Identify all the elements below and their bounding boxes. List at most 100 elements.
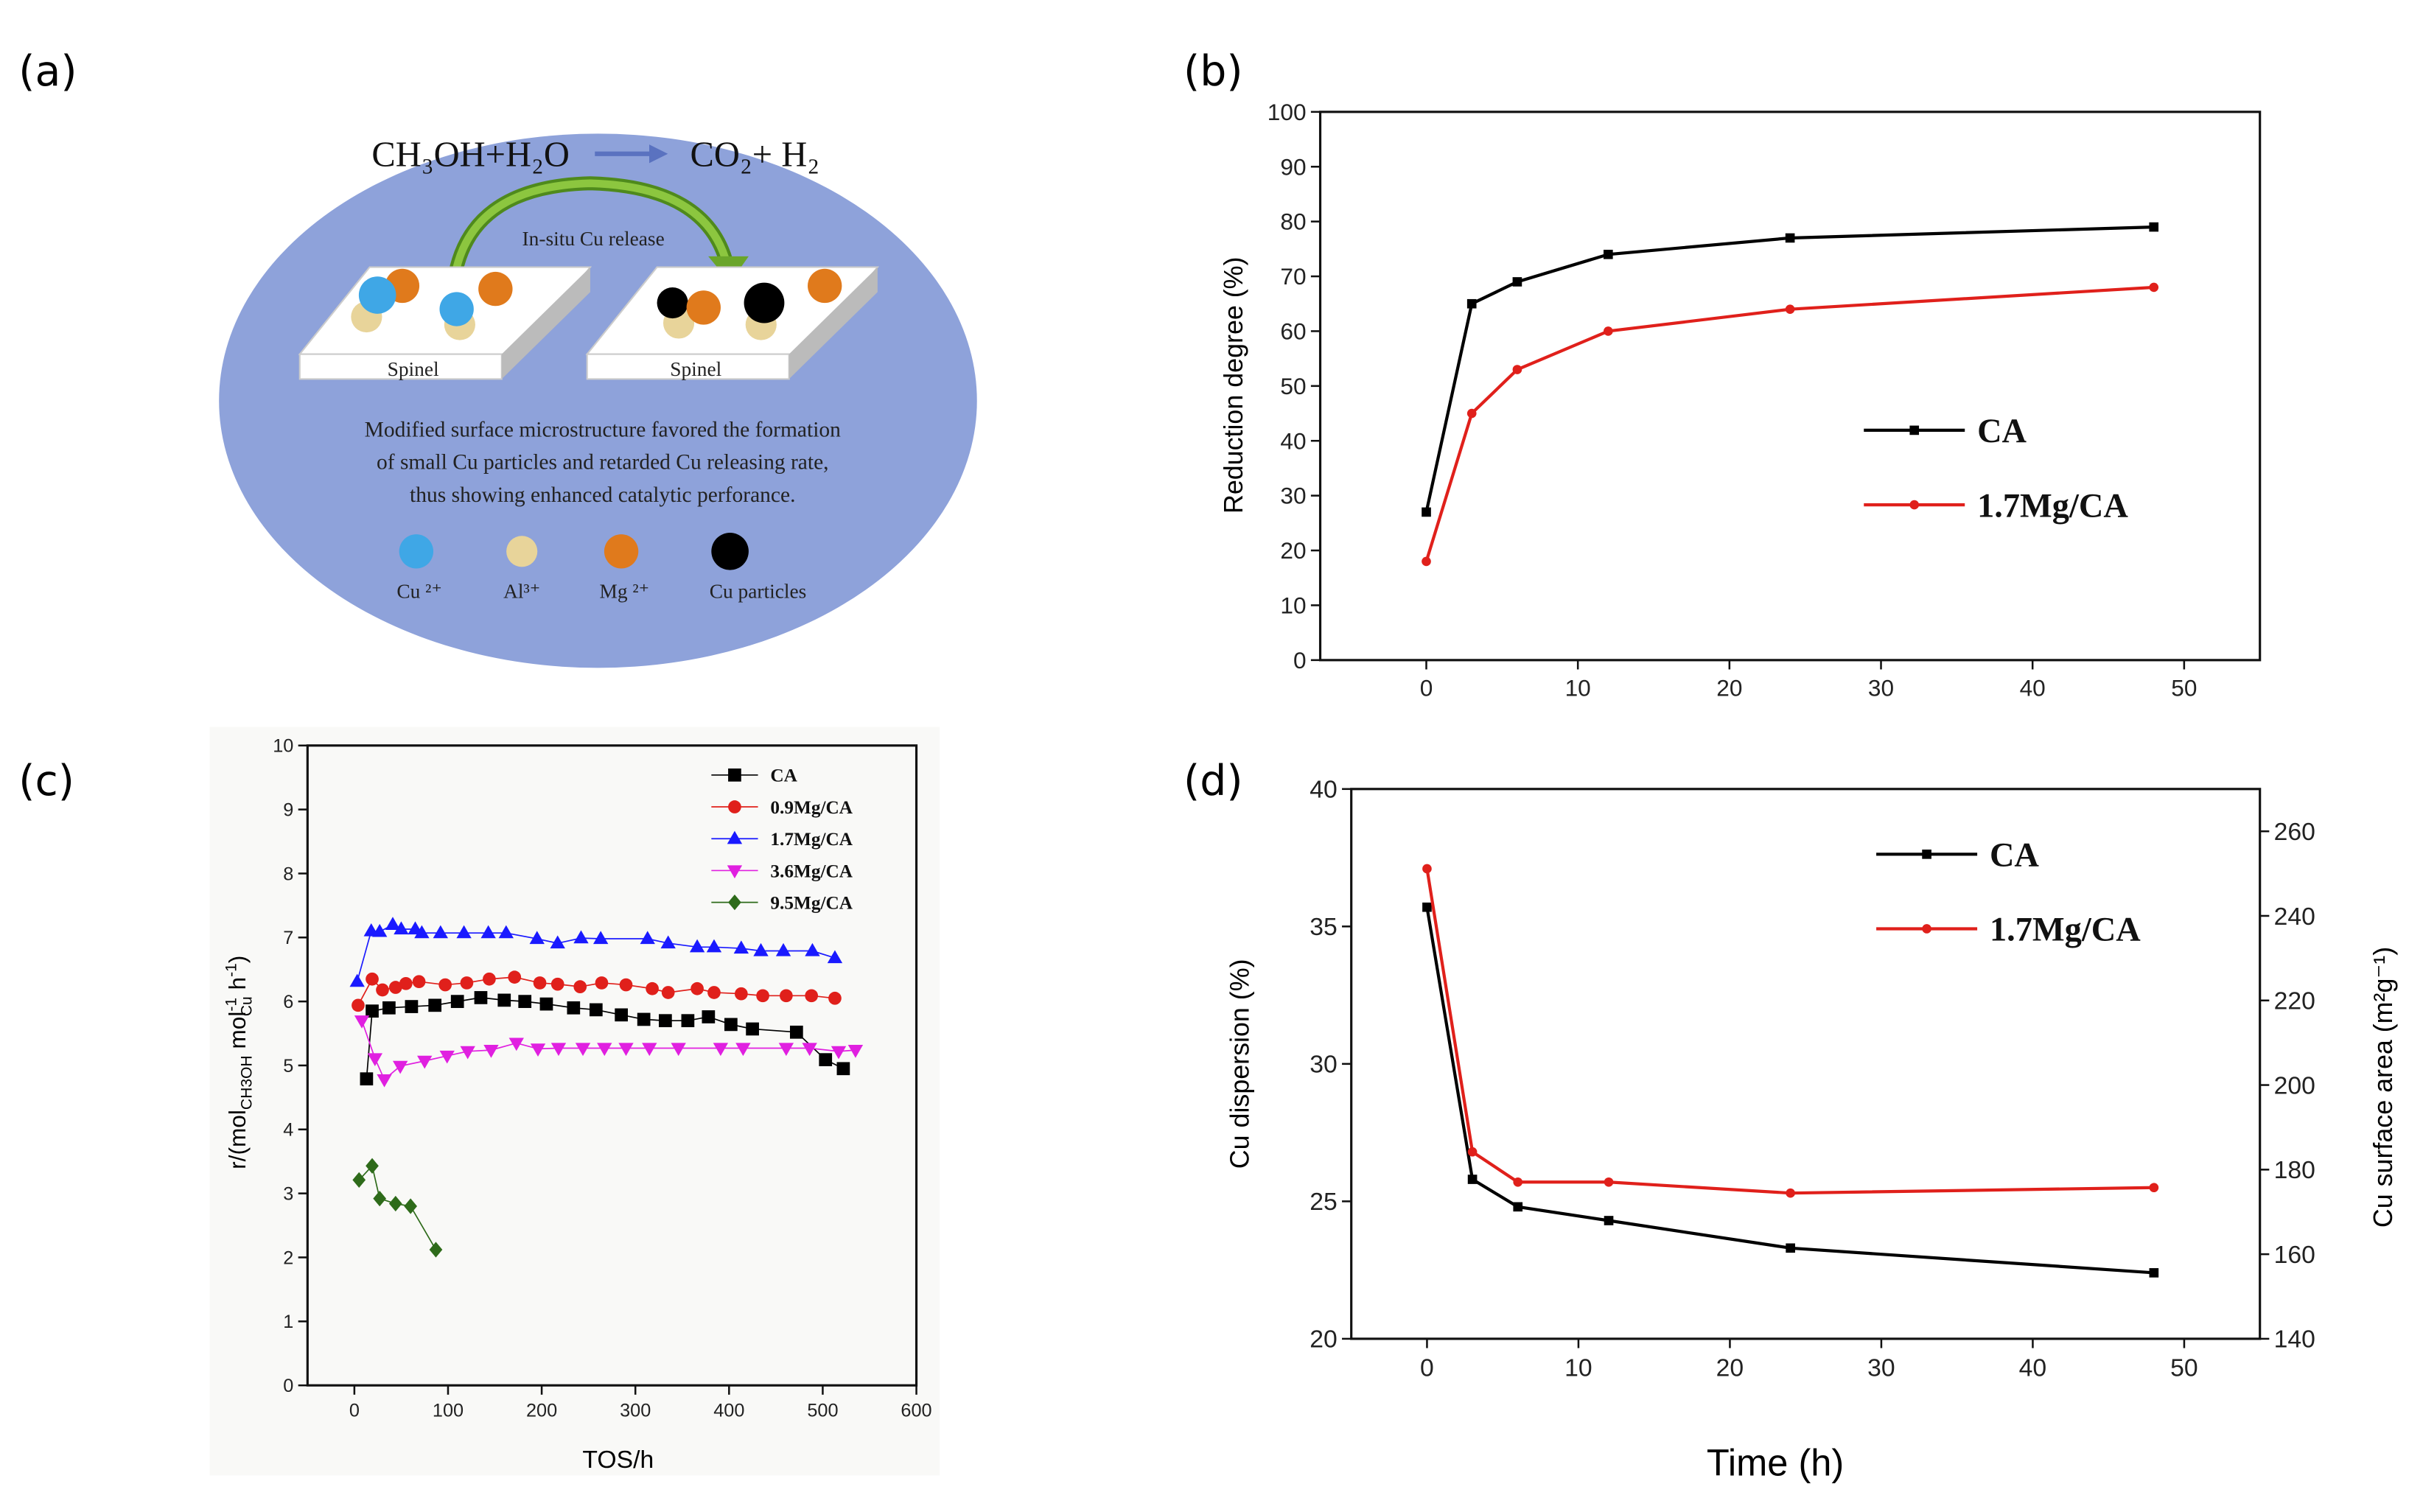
- y-tick-label: 2: [283, 1247, 293, 1268]
- data-point: [778, 1043, 794, 1057]
- x-tick-label: 100: [433, 1400, 464, 1421]
- data-point: [529, 931, 545, 945]
- diagram-background: [219, 133, 977, 668]
- data-point: [530, 1043, 546, 1057]
- legend-label: Cu particles: [710, 581, 807, 603]
- label-part: Cu: [238, 996, 255, 1016]
- cu-particle-icon: [711, 533, 749, 570]
- legend-label: Cu ²⁺: [396, 581, 441, 603]
- spinel-slab-right: Spinel: [585, 266, 880, 380]
- data-point: [352, 998, 365, 1012]
- data-point: [1422, 864, 1432, 874]
- y-right-tick-label: 180: [2274, 1156, 2315, 1184]
- data-point: [376, 983, 389, 997]
- data-point: [533, 976, 547, 990]
- x-axis-label: Time (h): [1707, 1441, 1844, 1483]
- y-axis-label: Reduction degree (%): [1219, 257, 1248, 514]
- y-right-tick-label: 240: [2274, 903, 2315, 931]
- slab-label: Spinel: [670, 358, 721, 380]
- data-point: [646, 981, 659, 995]
- y-tick-label: 0: [283, 1376, 293, 1396]
- x-axis-label: TOS/h: [582, 1446, 654, 1474]
- data-point: [615, 1008, 628, 1022]
- y-tick-label: 30: [1280, 483, 1306, 509]
- chart-reduction-degree: 0 10 20 30 40 50 0 10 20 30 40 50 60 70 80 90 100 CA 1.7Mg…: [1268, 99, 2262, 701]
- data-point: [2149, 222, 2159, 232]
- data-point: [775, 942, 791, 956]
- data-point: [1466, 408, 1477, 419]
- data-point: [1467, 1175, 1478, 1184]
- data-point: [460, 1046, 475, 1060]
- y-tick-label: 6: [283, 992, 293, 1012]
- data-point: [550, 1043, 567, 1057]
- legend-marker: [727, 830, 743, 844]
- y-tick-label: 20: [1310, 1326, 1338, 1354]
- x-tick-label: 0: [1420, 674, 1433, 701]
- data-point: [1466, 298, 1477, 309]
- data-point: [550, 935, 565, 949]
- label-part: -1: [223, 963, 239, 977]
- data-point: [550, 977, 564, 991]
- data-point: [428, 998, 442, 1012]
- data-point: [497, 993, 511, 1007]
- data-point: [439, 1050, 455, 1064]
- y-tick-label: 70: [1280, 263, 1306, 290]
- x-tick-label: 500: [807, 1400, 838, 1421]
- data-point: [789, 1025, 803, 1039]
- data-point: [573, 980, 587, 994]
- y-tick-label: 35: [1310, 913, 1338, 941]
- data-point: [746, 1022, 759, 1036]
- data-point: [360, 1072, 374, 1086]
- y-tick-label: 40: [1280, 427, 1306, 454]
- data-point: [354, 1015, 370, 1029]
- x-tick-label: 20: [1716, 674, 1742, 701]
- data-point: [366, 1158, 379, 1174]
- label-part: ): [224, 956, 251, 964]
- data-point: [392, 1060, 408, 1074]
- series-line: [1425, 868, 2154, 1195]
- data-point: [417, 1055, 433, 1069]
- series-ca: [1422, 902, 2159, 1278]
- y-tick-label: 0: [1293, 647, 1307, 673]
- data-point: [382, 1001, 396, 1015]
- series-3-6mg-ca: [354, 1015, 864, 1088]
- data-point: [349, 973, 365, 987]
- series-line: [361, 1020, 856, 1081]
- y-tick-label: 4: [283, 1120, 293, 1141]
- data-point: [690, 981, 704, 995]
- data-point: [828, 991, 842, 1005]
- series-line: [1425, 906, 2154, 1275]
- series-0-9mg-ca: [352, 970, 842, 1012]
- data-point: [460, 976, 474, 990]
- data-point: [819, 1053, 833, 1066]
- data-point: [802, 1043, 817, 1057]
- data-point: [713, 1043, 729, 1057]
- data-point: [1422, 902, 1432, 912]
- data-point: [508, 970, 522, 984]
- data-point: [405, 1000, 419, 1013]
- x-tick-label: 300: [620, 1400, 651, 1421]
- legend-label: 9.5Mg/CA: [770, 893, 853, 914]
- caption-line: thus showing enhanced catalytic perforan…: [410, 483, 795, 507]
- data-point: [637, 1012, 651, 1026]
- panel-c-background: [209, 727, 940, 1476]
- x-tick-label: 600: [901, 1400, 931, 1421]
- y-tick-label: 80: [1280, 209, 1306, 235]
- data-point: [450, 995, 464, 1008]
- data-point: [388, 1195, 402, 1212]
- legend-label: 1.7Mg/CA: [770, 829, 853, 850]
- series-line: [1424, 285, 2154, 562]
- data-point: [573, 930, 589, 944]
- legend-label: CA: [1977, 413, 2027, 450]
- data-point: [831, 1046, 847, 1060]
- x-tick-label: 10: [1564, 1354, 1592, 1382]
- data-point: [474, 991, 488, 1004]
- data-point: [456, 925, 472, 939]
- y-right-tick-label: 260: [2274, 818, 2315, 846]
- data-point: [377, 1074, 392, 1088]
- y-right-tick-label: 140: [2274, 1326, 2315, 1354]
- data-point: [388, 981, 402, 994]
- data-point: [575, 1043, 591, 1057]
- legend-marker: [1909, 425, 1920, 435]
- data-point: [702, 1010, 716, 1023]
